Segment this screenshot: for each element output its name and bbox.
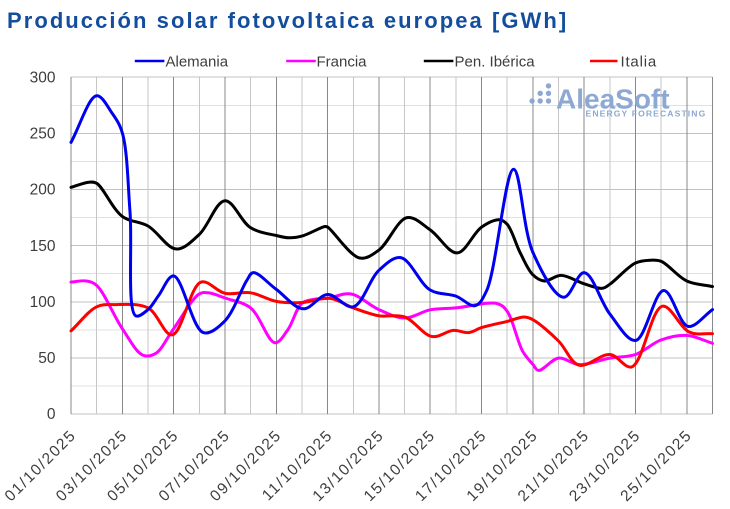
svg-text:50: 50 [38, 350, 56, 367]
svg-text:150: 150 [30, 238, 56, 255]
svg-text:0: 0 [47, 406, 56, 423]
svg-text:Alemania: Alemania [166, 54, 229, 71]
svg-text:Francia: Francia [317, 54, 368, 71]
svg-text:Italia: Italia [621, 54, 658, 71]
svg-text:Producción solar fotovoltaica: Producción solar fotovoltaica europea [G… [7, 8, 568, 33]
svg-text:250: 250 [30, 126, 56, 143]
svg-text:AleaSoft: AleaSoft [556, 84, 670, 115]
svg-text:ENERGY FORECASTING: ENERGY FORECASTING [586, 108, 707, 118]
svg-text:100: 100 [30, 294, 56, 311]
svg-text:300: 300 [30, 70, 56, 87]
svg-text:200: 200 [30, 182, 56, 199]
svg-text:Pen. Ibérica: Pen. Ibérica [455, 54, 536, 71]
